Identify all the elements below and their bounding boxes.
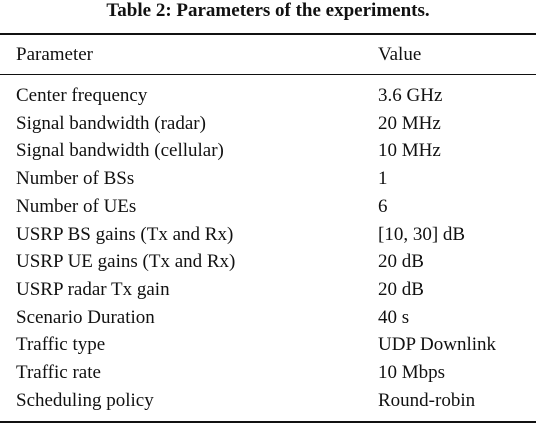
table-cell: Round-robin bbox=[378, 389, 476, 411]
table-cell: Number of BSs bbox=[16, 168, 135, 190]
table-cell: Traffic rate bbox=[16, 362, 101, 383]
table-cell: [10, 30] dB bbox=[378, 223, 466, 245]
table-cell: Signal bandwidth (cellular) bbox=[16, 140, 224, 162]
table-cell: 1 bbox=[378, 168, 388, 190]
table-cell: 20 dB bbox=[378, 278, 424, 300]
table-cell: Number of UEs bbox=[16, 195, 137, 217]
table-cell: Signal bandwidth (radar) bbox=[16, 112, 206, 134]
table-cell: 40 s bbox=[378, 306, 410, 328]
table-cell: Center frequency bbox=[16, 85, 148, 106]
table-cell: 10 MHz bbox=[378, 140, 441, 162]
table-title: Table 2: Parameters of the experiments. bbox=[106, 0, 430, 21]
table-cell: USRP BS gains (Tx and Rx) bbox=[16, 223, 234, 245]
table-cell: 20 dB bbox=[378, 251, 424, 273]
header-cell: Value bbox=[378, 44, 422, 65]
mid-rule bbox=[0, 74, 536, 75]
table-cell: USRP radar Tx gain bbox=[16, 278, 170, 300]
table-cell: USRP UE gains (Tx and Rx) bbox=[16, 251, 236, 273]
bottom-rule bbox=[0, 421, 536, 423]
table-cell: 10 Mbps bbox=[378, 362, 446, 383]
table-cell: UDP Downlink bbox=[378, 334, 497, 356]
table-cell: 20 MHz bbox=[378, 112, 441, 134]
table-cell: Scheduling policy bbox=[16, 389, 154, 411]
table-cell: Traffic type bbox=[16, 334, 106, 356]
header-cell: Parameter bbox=[16, 44, 94, 65]
top-rule bbox=[0, 33, 536, 35]
table-cell: Scenario Duration bbox=[16, 306, 155, 328]
table-cell: 3.6 GHz bbox=[378, 85, 443, 106]
table-cell: 6 bbox=[378, 195, 388, 217]
